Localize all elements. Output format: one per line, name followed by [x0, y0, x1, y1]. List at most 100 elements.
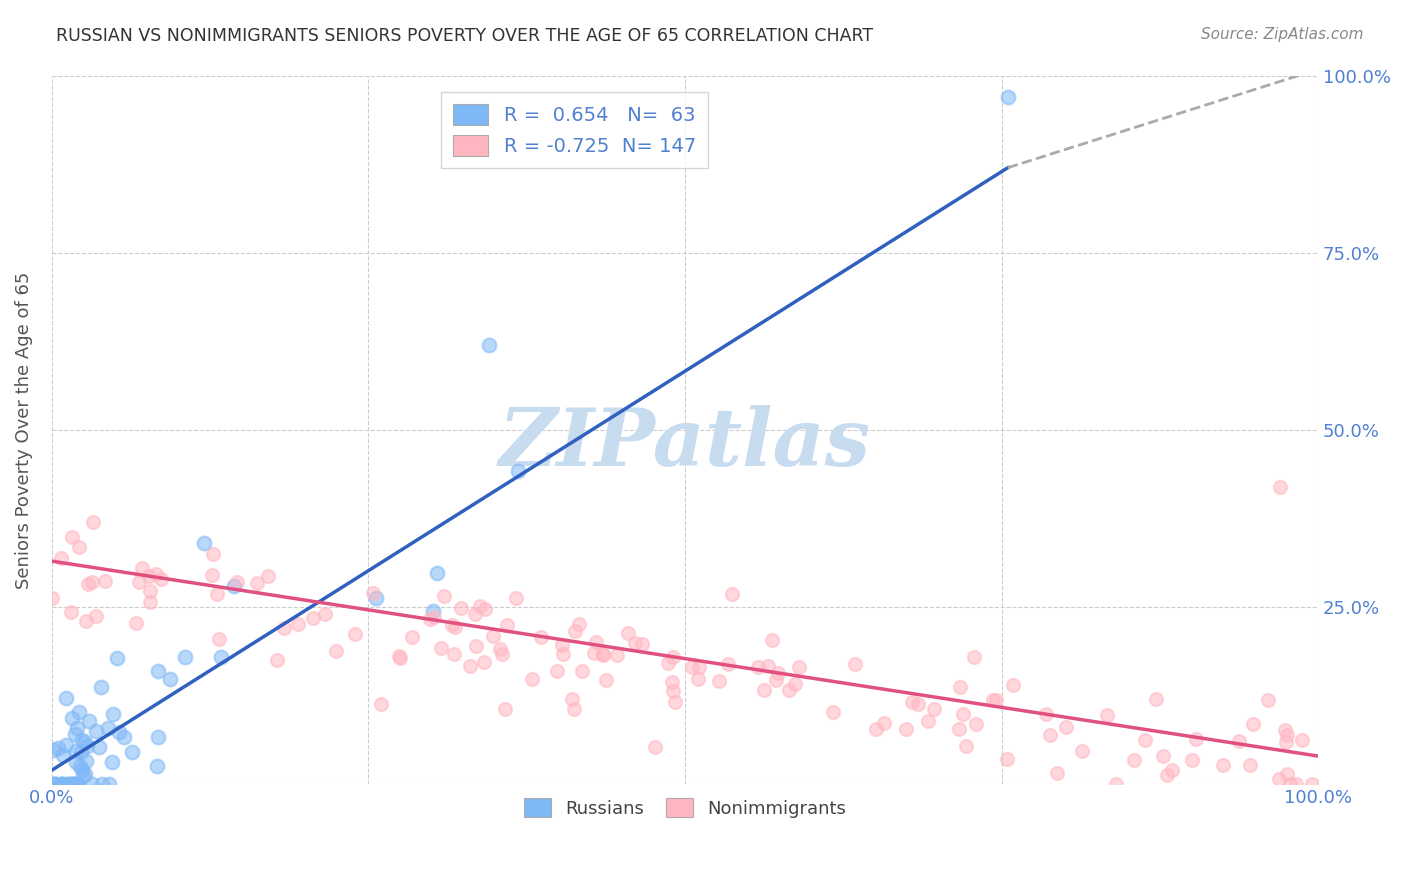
Point	[433, 589, 456, 603]
Point	[222, 579, 245, 593]
Point	[1268, 480, 1291, 494]
Point	[1071, 744, 1094, 758]
Point	[361, 586, 384, 600]
Point	[150, 572, 173, 586]
Point	[225, 575, 247, 590]
Point	[472, 655, 495, 669]
Point	[551, 647, 574, 661]
Point	[51, 777, 73, 791]
Point	[657, 656, 679, 670]
Point	[60, 711, 83, 725]
Point	[401, 630, 423, 644]
Point	[1035, 707, 1057, 722]
Point	[73, 735, 96, 749]
Point	[1039, 728, 1062, 742]
Point	[444, 620, 467, 634]
Point	[894, 722, 917, 736]
Point	[46, 740, 69, 755]
Point	[287, 617, 309, 632]
Point	[901, 696, 924, 710]
Point	[91, 777, 114, 791]
Point	[496, 617, 519, 632]
Point	[571, 664, 593, 678]
Point	[465, 640, 488, 654]
Point	[1161, 763, 1184, 777]
Point	[1095, 708, 1118, 723]
Point	[721, 587, 744, 601]
Point	[49, 777, 72, 791]
Point	[1301, 777, 1323, 791]
Point	[561, 691, 583, 706]
Text: Source: ZipAtlas.com: Source: ZipAtlas.com	[1201, 27, 1364, 42]
Point	[73, 767, 96, 781]
Point	[664, 695, 686, 709]
Point	[86, 723, 108, 738]
Point	[125, 616, 148, 631]
Point	[366, 591, 388, 605]
Point	[606, 648, 628, 663]
Point	[592, 647, 614, 661]
Point	[474, 602, 496, 616]
Point	[778, 682, 800, 697]
Point	[100, 755, 122, 769]
Point	[1291, 733, 1313, 747]
Point	[955, 739, 977, 753]
Point	[505, 591, 527, 605]
Point	[1133, 733, 1156, 747]
Point	[1285, 777, 1308, 791]
Point	[949, 680, 972, 694]
Point	[1046, 766, 1069, 780]
Point	[997, 90, 1019, 104]
Point	[60, 777, 83, 791]
Point	[1105, 777, 1128, 791]
Point	[440, 618, 463, 632]
Point	[595, 673, 617, 687]
Point	[681, 660, 703, 674]
Point	[865, 722, 887, 736]
Point	[644, 739, 666, 754]
Point	[494, 702, 516, 716]
Point	[208, 632, 231, 647]
Point	[464, 607, 486, 621]
Point	[52, 748, 75, 763]
Point	[624, 636, 647, 650]
Point	[1227, 733, 1250, 747]
Point	[917, 714, 939, 728]
Point	[72, 763, 94, 777]
Point	[1144, 691, 1167, 706]
Point	[60, 777, 83, 791]
Point	[821, 705, 844, 719]
Text: ZIPatlas: ZIPatlas	[499, 405, 870, 483]
Point	[567, 616, 589, 631]
Point	[389, 651, 412, 665]
Point	[1279, 777, 1302, 791]
Point	[1181, 753, 1204, 767]
Point	[1275, 735, 1298, 749]
Point	[1257, 693, 1279, 707]
Point	[443, 647, 465, 661]
Point	[688, 672, 710, 686]
Point	[82, 515, 104, 529]
Point	[688, 660, 710, 674]
Point	[75, 614, 97, 628]
Point	[49, 550, 72, 565]
Point	[266, 653, 288, 667]
Point	[257, 568, 280, 582]
Point	[67, 705, 90, 719]
Point	[77, 577, 100, 591]
Point	[56, 777, 79, 791]
Point	[948, 723, 970, 737]
Point	[370, 697, 392, 711]
Point	[873, 716, 896, 731]
Point	[965, 716, 987, 731]
Legend: Russians, Nonimmigrants: Russians, Nonimmigrants	[516, 791, 853, 825]
Point	[458, 659, 481, 673]
Point	[844, 657, 866, 671]
Point	[1002, 678, 1025, 692]
Point	[564, 624, 586, 639]
Point	[1277, 766, 1299, 780]
Point	[752, 682, 775, 697]
Point	[103, 707, 125, 722]
Point	[121, 745, 143, 759]
Point	[44, 777, 66, 791]
